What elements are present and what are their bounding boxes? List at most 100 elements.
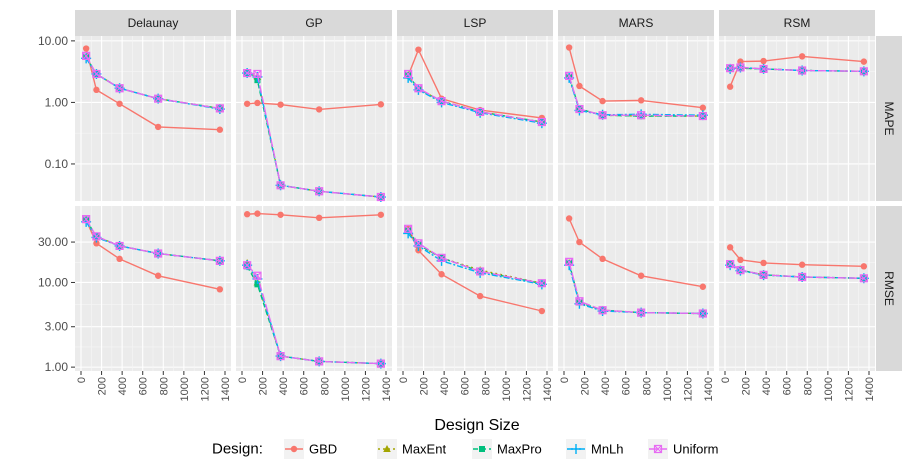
x-tick-label: 1200	[682, 377, 694, 401]
data-point-gbd	[699, 104, 707, 111]
data-point-uniform	[315, 187, 324, 196]
data-point-gbd	[243, 100, 251, 107]
legend-item-maxpro: MaxPro	[472, 439, 542, 459]
data-point-gbd	[154, 272, 162, 279]
data-point-uniform	[376, 192, 385, 202]
x-tick-label: 1000	[501, 377, 513, 401]
data-point-gbd	[438, 271, 445, 278]
series-line-uniform	[568, 261, 703, 315]
x-tick-label: 800	[480, 377, 492, 395]
x-tick-label: 1000	[340, 377, 352, 401]
data-point-uniform	[315, 357, 324, 366]
x-tick-label: 800	[802, 377, 814, 395]
legend-item-mnlh: MnLh	[566, 439, 624, 459]
x-tick-label: 600	[621, 377, 633, 395]
legend-marker	[653, 444, 663, 454]
panel-rmse-gp	[236, 206, 392, 371]
x-tick-label: 200	[258, 377, 270, 395]
data-point-uniform	[575, 297, 584, 306]
legend-marker	[571, 444, 581, 454]
data-point-uniform	[115, 241, 124, 251]
x-tick-label: 800	[319, 377, 331, 395]
panel-mape-rsm	[719, 36, 875, 201]
data-point-uniform	[565, 257, 574, 266]
data-point-gbd	[377, 211, 385, 218]
data-point-uniform	[537, 279, 546, 288]
x-tick-label: 400	[278, 377, 290, 395]
x-tick-label: 400	[439, 377, 451, 395]
y-tick-label: 10.00	[38, 275, 68, 289]
data-point-uniform	[243, 261, 252, 270]
data-point-gbd	[116, 255, 123, 263]
data-point-uniform	[404, 69, 413, 79]
data-point-gbd	[599, 255, 606, 263]
data-point-uniform	[476, 107, 485, 117]
legend-item-gbd: GBD	[284, 439, 337, 459]
x-tick-label: 0	[720, 377, 732, 383]
data-point-gbd	[538, 307, 546, 315]
column-strip-label: LSP	[464, 16, 487, 30]
data-point-gbd	[726, 244, 734, 251]
x-tick-label: 1200	[360, 377, 372, 401]
series-line-uniform	[246, 264, 381, 365]
data-point-gbd	[565, 44, 573, 51]
data-point-uniform	[726, 64, 735, 73]
row-strip-rmse	[876, 206, 902, 371]
x-tick-label: 200	[97, 377, 109, 395]
x-tick-label: 400	[600, 377, 612, 395]
row-strip-label: RMSE	[882, 271, 896, 306]
data-point-uniform	[376, 359, 385, 368]
series-line-mnlh	[85, 221, 220, 262]
column-strip-mars	[558, 10, 714, 36]
data-point-gbd	[565, 215, 573, 222]
x-tick-label: 1000	[662, 377, 674, 401]
x-tick-label: 600	[138, 377, 150, 395]
data-point-uniform	[92, 69, 101, 79]
data-point-gbd	[726, 83, 734, 90]
data-point-gbd	[154, 123, 162, 131]
y-tick-label: 1.00	[45, 95, 69, 109]
y-tick-label: 3.00	[45, 320, 69, 334]
data-point-uniform	[404, 224, 413, 233]
data-point-gbd	[277, 101, 284, 108]
data-point-uniform	[437, 253, 446, 263]
data-point-uniform	[637, 111, 646, 120]
x-tick-label: 600	[460, 377, 472, 395]
x-tick-label: 0	[237, 377, 249, 383]
legend-marker	[290, 445, 298, 453]
legend-label: MaxPro	[497, 442, 542, 457]
data-point-uniform	[253, 69, 262, 79]
x-tick-label: 600	[782, 377, 794, 395]
data-point-gbd	[377, 101, 385, 108]
legend-marker	[383, 445, 391, 452]
x-tick-label: 1200	[843, 377, 855, 401]
data-point-gbd	[699, 283, 707, 290]
data-point-uniform	[859, 67, 868, 76]
data-point-maxpro	[254, 281, 261, 288]
x-tick-label: 800	[641, 377, 653, 395]
data-point-uniform	[537, 117, 546, 127]
data-point-uniform	[215, 256, 224, 265]
data-point-gbd	[737, 58, 744, 65]
data-point-gbd	[254, 210, 261, 217]
x-tick-label: 1200	[199, 377, 211, 401]
data-point-gbd	[315, 106, 323, 113]
data-point-gbd	[243, 211, 251, 218]
data-point-uniform	[798, 272, 807, 282]
column-strip-delaunay	[75, 10, 231, 36]
data-point-uniform	[598, 306, 607, 315]
data-point-gbd	[93, 240, 100, 247]
data-point-uniform	[92, 232, 101, 241]
y-tick-label: 1.00	[45, 360, 69, 374]
panel-rmse-delaunay	[75, 206, 231, 371]
data-point-uniform	[565, 71, 574, 80]
data-point-uniform	[598, 111, 607, 120]
data-point-uniform	[859, 274, 868, 283]
series-line-maxpro	[85, 56, 221, 110]
x-tick-label: 200	[419, 377, 431, 395]
column-strip-label: Delaunay	[128, 16, 179, 30]
data-point-gbd	[599, 97, 606, 105]
data-point-uniform	[798, 66, 807, 75]
legend-label: MaxEnt	[402, 442, 446, 457]
